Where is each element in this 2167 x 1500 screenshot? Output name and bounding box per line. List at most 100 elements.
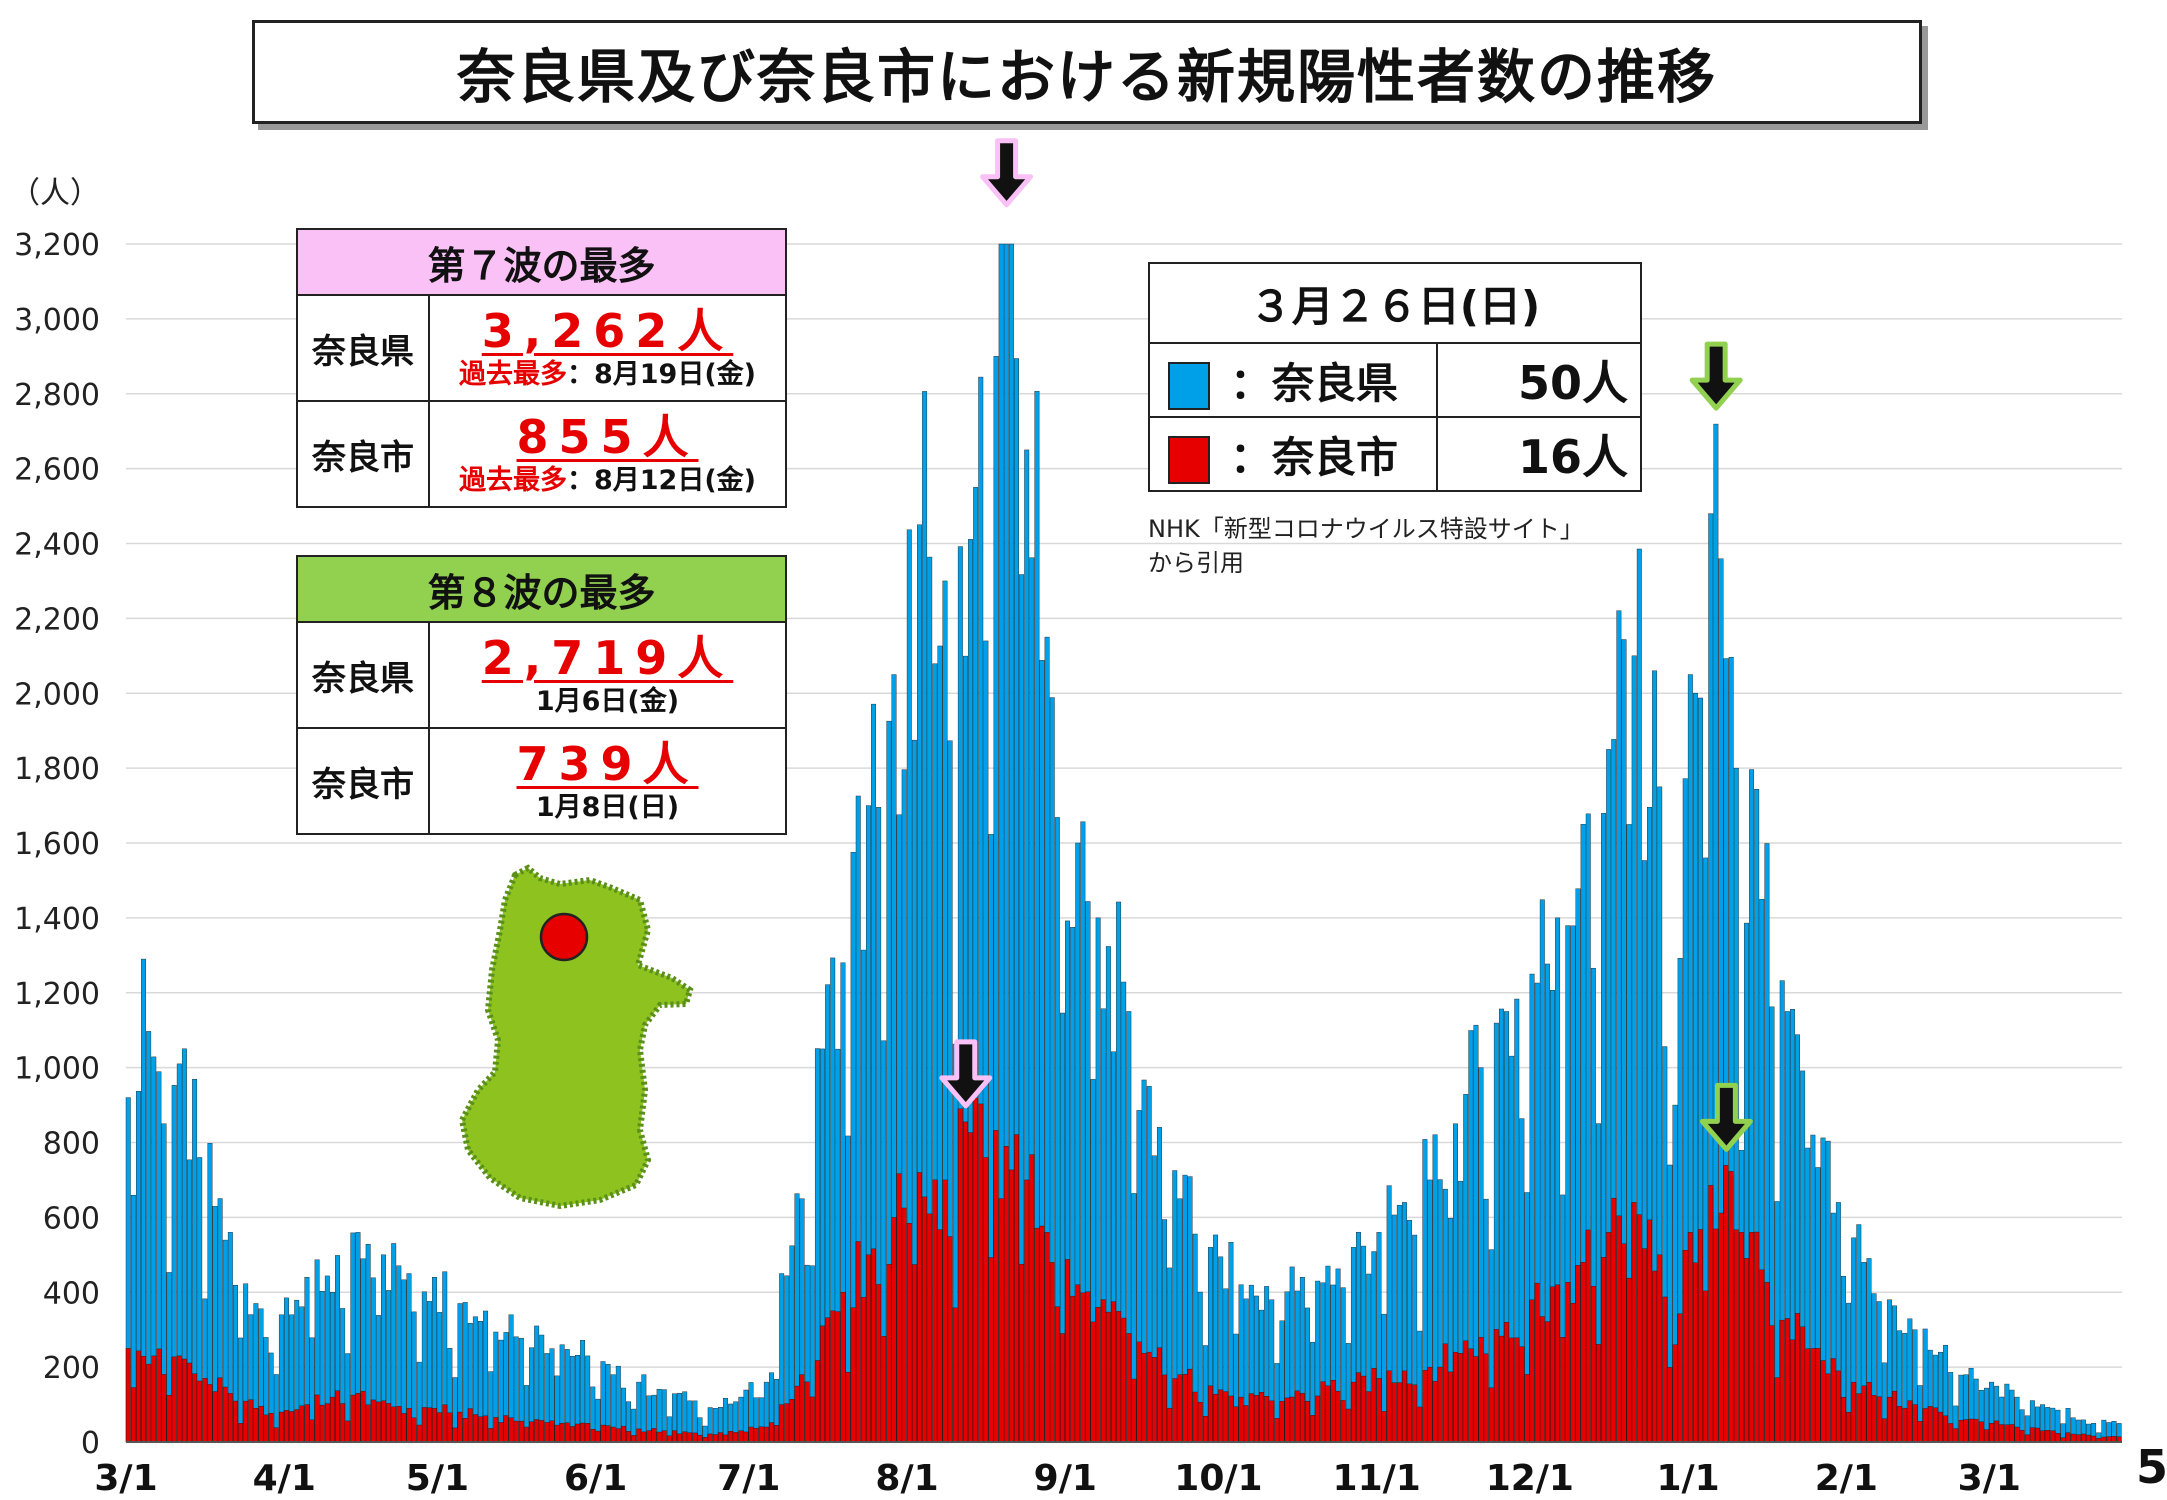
- bar-city: [161, 1374, 167, 1443]
- bar-city: [1192, 1391, 1198, 1443]
- bar-city: [840, 1292, 846, 1443]
- bar-city: [717, 1432, 723, 1443]
- y-tick-label: 1,800: [14, 752, 100, 787]
- bar-city: [1580, 1262, 1586, 1443]
- bar-city: [554, 1424, 560, 1443]
- bar-city: [1136, 1341, 1142, 1443]
- bar-city: [375, 1401, 381, 1443]
- bar-city: [1708, 1185, 1714, 1443]
- bar-city: [1350, 1381, 1356, 1443]
- bar-city: [1167, 1407, 1173, 1443]
- y-tick-label: 800: [43, 1127, 100, 1162]
- bar-city: [1912, 1404, 1918, 1443]
- bar-city: [1754, 1231, 1760, 1443]
- bar-city: [253, 1408, 259, 1443]
- bar-city: [227, 1393, 233, 1443]
- bar-city: [998, 1198, 1004, 1443]
- y-tick-label: 2,800: [14, 378, 100, 413]
- bar-city: [2075, 1434, 2081, 1443]
- nara-map-shape: [458, 864, 694, 1210]
- wave7-pref-record-label: 過去最多: [458, 359, 567, 390]
- bar-city: [1667, 1367, 1673, 1443]
- bar-city: [881, 1336, 887, 1443]
- y-axis-unit-label: （人）: [10, 176, 100, 211]
- bar-city: [1820, 1360, 1826, 1443]
- bar-city: [917, 1172, 922, 1443]
- bar-city: [304, 1404, 310, 1443]
- bar-city: [1238, 1396, 1244, 1443]
- bar-city: [1259, 1391, 1264, 1443]
- bar-city: [1575, 1265, 1581, 1443]
- bar-city: [799, 1374, 805, 1443]
- bar-city: [937, 1229, 943, 1443]
- bar-city: [442, 1404, 448, 1443]
- bar-city: [855, 1241, 861, 1443]
- bar-city: [212, 1391, 218, 1443]
- bar-city: [733, 1432, 739, 1443]
- bar-city: [1723, 1165, 1729, 1443]
- legend-value-prefecture: 50人: [1436, 342, 1642, 418]
- bar-city: [1759, 1269, 1765, 1443]
- bar-city: [1483, 1353, 1489, 1443]
- bar-city: [1162, 1374, 1167, 1443]
- bar-city: [1611, 1197, 1617, 1443]
- bar-city: [988, 1257, 994, 1443]
- bar-city: [360, 1391, 366, 1443]
- bar-city: [1412, 1384, 1418, 1443]
- bar-city: [1034, 1227, 1040, 1443]
- legend-label-prefecture: ：奈良県: [1230, 358, 1399, 408]
- bar-city: [626, 1431, 631, 1443]
- bar-city: [1856, 1393, 1862, 1443]
- bar-city: [1779, 1319, 1785, 1443]
- bar-city: [687, 1432, 693, 1443]
- bar-city: [2080, 1433, 2086, 1443]
- bar-city: [401, 1413, 407, 1443]
- bar-city: [1789, 1339, 1795, 1443]
- bar-city: [779, 1404, 785, 1443]
- bar-city: [763, 1426, 769, 1443]
- bar-city: [1504, 1321, 1510, 1443]
- bar-city: [1825, 1373, 1831, 1443]
- bar-city: [503, 1415, 509, 1443]
- bar-city: [1299, 1393, 1305, 1443]
- bar-city: [1570, 1303, 1576, 1443]
- bar-city: [1284, 1397, 1290, 1443]
- bar-city: [1866, 1381, 1872, 1443]
- legend-date: ３月２６日(日): [1148, 262, 1642, 344]
- bar-city: [1182, 1374, 1188, 1443]
- bar-city: [462, 1418, 468, 1443]
- nara-city-marker: [539, 912, 589, 962]
- bar-city: [284, 1410, 289, 1443]
- wave8-city-value: 739人: [516, 737, 699, 791]
- source-note-line1: NHK「新型コロナウイルス特設サイト」: [1148, 515, 1584, 543]
- bar-city: [1478, 1336, 1484, 1443]
- bar-city: [1432, 1380, 1438, 1443]
- bar-city: [1111, 1301, 1116, 1443]
- bar-city: [355, 1393, 361, 1443]
- bar-city: [1330, 1380, 1336, 1443]
- bar-city: [1892, 1390, 1897, 1443]
- bar-city: [2045, 1430, 2051, 1443]
- bar-city: [825, 1317, 831, 1443]
- wave8-max-table: 第８波の最多 奈良県 2,719人 1月6日(金) 奈良市 739人 1月8日(…: [296, 555, 787, 835]
- bar-city: [1100, 1299, 1106, 1443]
- bar-city: [748, 1426, 754, 1443]
- wave7-city-value: 855人: [516, 410, 699, 464]
- y-tick-label: 2,400: [14, 528, 100, 563]
- bar-city: [498, 1422, 504, 1443]
- bar-city: [370, 1399, 376, 1443]
- bar-city: [1652, 1270, 1658, 1443]
- bar-city: [1310, 1415, 1316, 1443]
- bar-city: [1417, 1406, 1423, 1443]
- bar-city: [1407, 1383, 1413, 1443]
- bar-city: [1059, 1333, 1065, 1443]
- bar-city: [478, 1416, 483, 1443]
- bar-city: [130, 1387, 136, 1443]
- bar-city: [1386, 1370, 1392, 1443]
- bar-city: [1631, 1202, 1637, 1443]
- bar-city: [1830, 1358, 1836, 1443]
- bar-city: [1636, 1214, 1642, 1443]
- bar-city: [217, 1377, 223, 1443]
- bar-city: [238, 1423, 244, 1443]
- bar-city: [222, 1386, 228, 1443]
